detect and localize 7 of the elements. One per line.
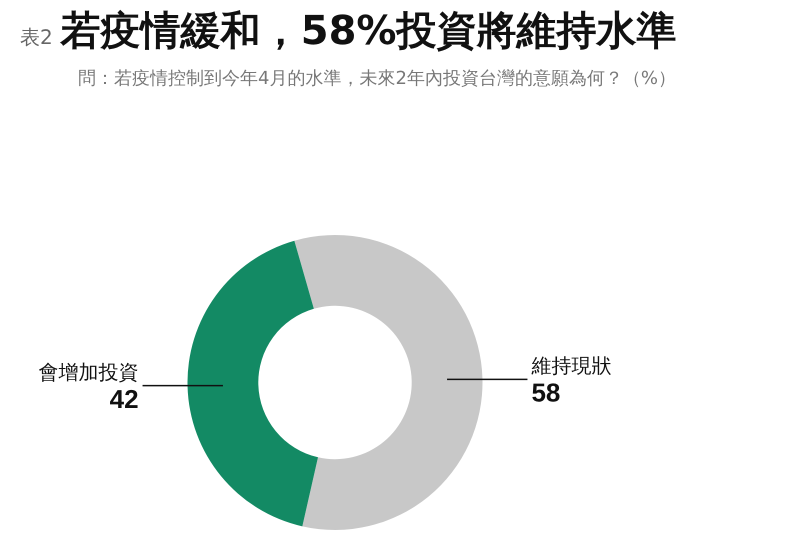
- text: 表2: [20, 25, 53, 49]
- data-label: 58: [531, 378, 560, 408]
- slice-label: 維持現狀: [530, 354, 612, 378]
- data-label: 42: [110, 384, 139, 414]
- chart-title: 若疫情緩和，58%投資將維持水準: [60, 8, 676, 54]
- slice-label: 會增加投資: [38, 360, 139, 384]
- chart-subtitle: 問：若疫情控制到今年4月的水準，未來2年內投資台灣的意願為何？（%）: [78, 67, 678, 91]
